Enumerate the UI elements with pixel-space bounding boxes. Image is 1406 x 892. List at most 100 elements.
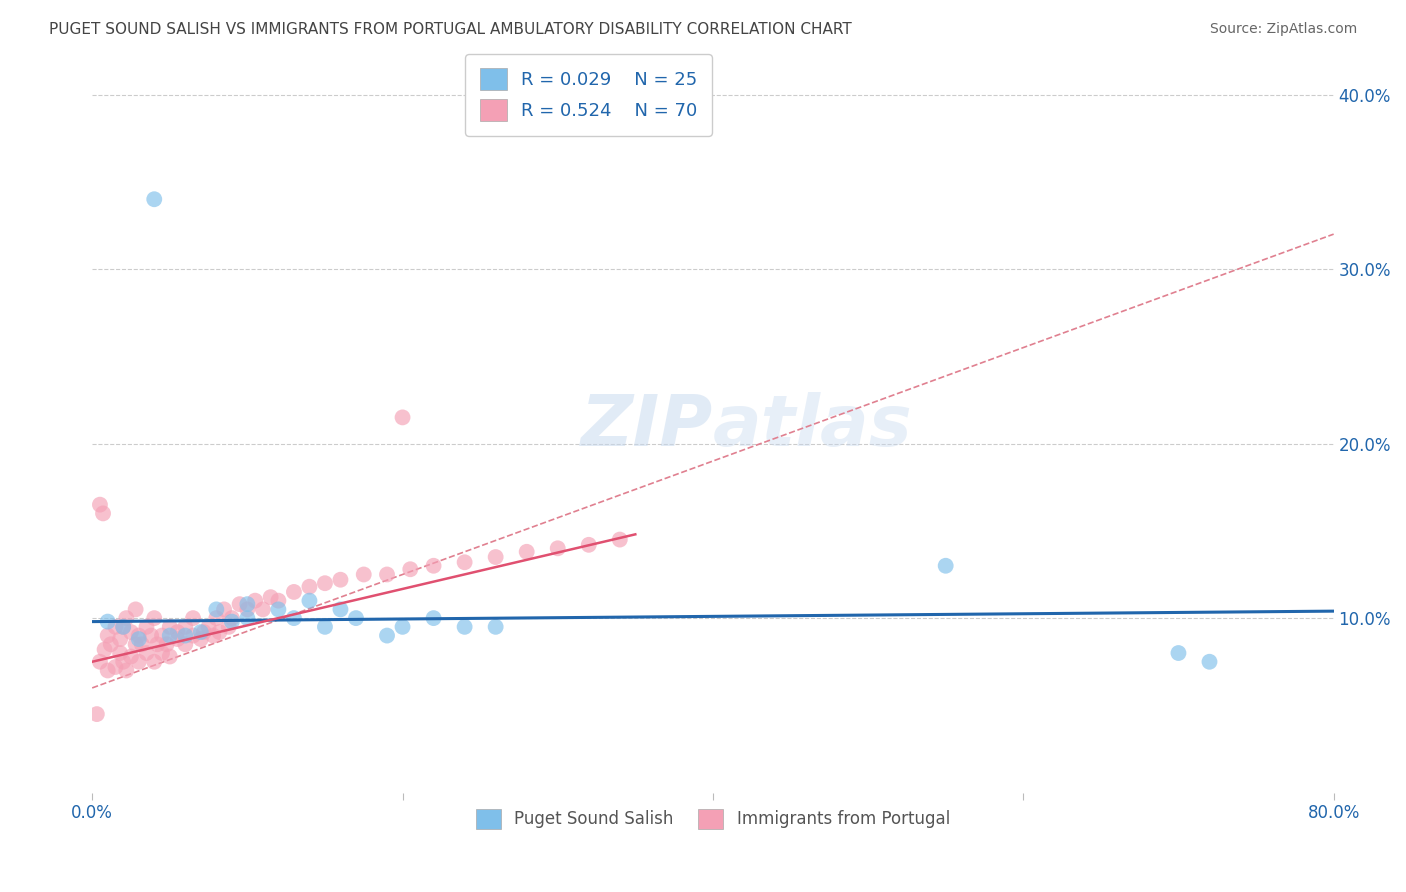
- Point: [181, 611, 204, 625]
- Point: [298, 580, 321, 594]
- Point: [236, 602, 259, 616]
- Point: [124, 637, 146, 651]
- Point: [190, 625, 212, 640]
- Point: [174, 629, 197, 643]
- Point: [135, 646, 157, 660]
- Point: [97, 615, 120, 629]
- Point: [174, 637, 197, 651]
- Point: [236, 611, 259, 625]
- Point: [485, 549, 508, 564]
- Point: [453, 620, 475, 634]
- Point: [86, 707, 108, 722]
- Point: [181, 629, 204, 643]
- Point: [166, 632, 188, 646]
- Point: [267, 593, 290, 607]
- Text: PUGET SOUND SALISH VS IMMIGRANTS FROM PORTUGAL AMBULATORY DISABILITY CORRELATION: PUGET SOUND SALISH VS IMMIGRANTS FROM PO…: [49, 22, 852, 37]
- Point: [212, 602, 235, 616]
- Point: [112, 620, 135, 634]
- Point: [344, 611, 367, 625]
- Point: [218, 620, 240, 634]
- Point: [228, 597, 250, 611]
- Point: [104, 660, 127, 674]
- Point: [236, 597, 259, 611]
- Point: [314, 620, 336, 634]
- Point: [252, 602, 274, 616]
- Point: [202, 629, 225, 643]
- Point: [205, 602, 228, 616]
- Point: [391, 410, 413, 425]
- Point: [208, 625, 231, 640]
- Point: [174, 620, 197, 634]
- Point: [205, 611, 228, 625]
- Point: [135, 620, 157, 634]
- Point: [609, 533, 631, 547]
- Point: [143, 192, 166, 206]
- Point: [89, 655, 111, 669]
- Point: [89, 498, 111, 512]
- Point: [267, 602, 290, 616]
- Point: [243, 593, 266, 607]
- Point: [166, 625, 188, 640]
- Point: [353, 567, 375, 582]
- Legend: Puget Sound Salish, Immigrants from Portugal: Puget Sound Salish, Immigrants from Port…: [470, 802, 956, 836]
- Point: [108, 646, 131, 660]
- Point: [485, 620, 508, 634]
- Point: [112, 620, 135, 634]
- Point: [197, 620, 219, 634]
- Point: [146, 637, 169, 651]
- Point: [141, 629, 163, 643]
- Point: [329, 573, 352, 587]
- Point: [329, 602, 352, 616]
- Point: [143, 655, 166, 669]
- Point: [391, 620, 413, 634]
- Point: [156, 637, 179, 651]
- Point: [221, 611, 243, 625]
- Point: [93, 642, 115, 657]
- Point: [150, 646, 173, 660]
- Point: [375, 629, 398, 643]
- Point: [283, 585, 305, 599]
- Point: [422, 558, 444, 573]
- Point: [159, 620, 181, 634]
- Text: Source: ZipAtlas.com: Source: ZipAtlas.com: [1209, 22, 1357, 37]
- Point: [143, 611, 166, 625]
- Point: [399, 562, 422, 576]
- Point: [128, 629, 150, 643]
- Point: [120, 625, 142, 640]
- Point: [1167, 646, 1189, 660]
- Point: [375, 567, 398, 582]
- Point: [193, 625, 215, 640]
- Point: [422, 611, 444, 625]
- Point: [112, 655, 135, 669]
- Point: [298, 593, 321, 607]
- Point: [115, 664, 138, 678]
- Point: [100, 637, 122, 651]
- Point: [91, 507, 114, 521]
- Text: ZIP: ZIP: [581, 392, 713, 460]
- Text: atlas: atlas: [713, 392, 912, 460]
- Point: [259, 590, 281, 604]
- Point: [453, 555, 475, 569]
- Point: [128, 655, 150, 669]
- Point: [97, 629, 120, 643]
- Point: [935, 558, 957, 573]
- Point: [150, 629, 173, 643]
- Point: [547, 541, 569, 556]
- Point: [1198, 655, 1220, 669]
- Point: [97, 664, 120, 678]
- Point: [190, 632, 212, 646]
- Point: [128, 632, 150, 646]
- Point: [314, 576, 336, 591]
- Point: [120, 649, 142, 664]
- Point: [108, 632, 131, 646]
- Point: [221, 615, 243, 629]
- Point: [159, 649, 181, 664]
- Point: [578, 538, 600, 552]
- Point: [283, 611, 305, 625]
- Point: [159, 629, 181, 643]
- Point: [516, 545, 538, 559]
- Point: [131, 637, 153, 651]
- Point: [104, 620, 127, 634]
- Point: [124, 602, 146, 616]
- Point: [115, 611, 138, 625]
